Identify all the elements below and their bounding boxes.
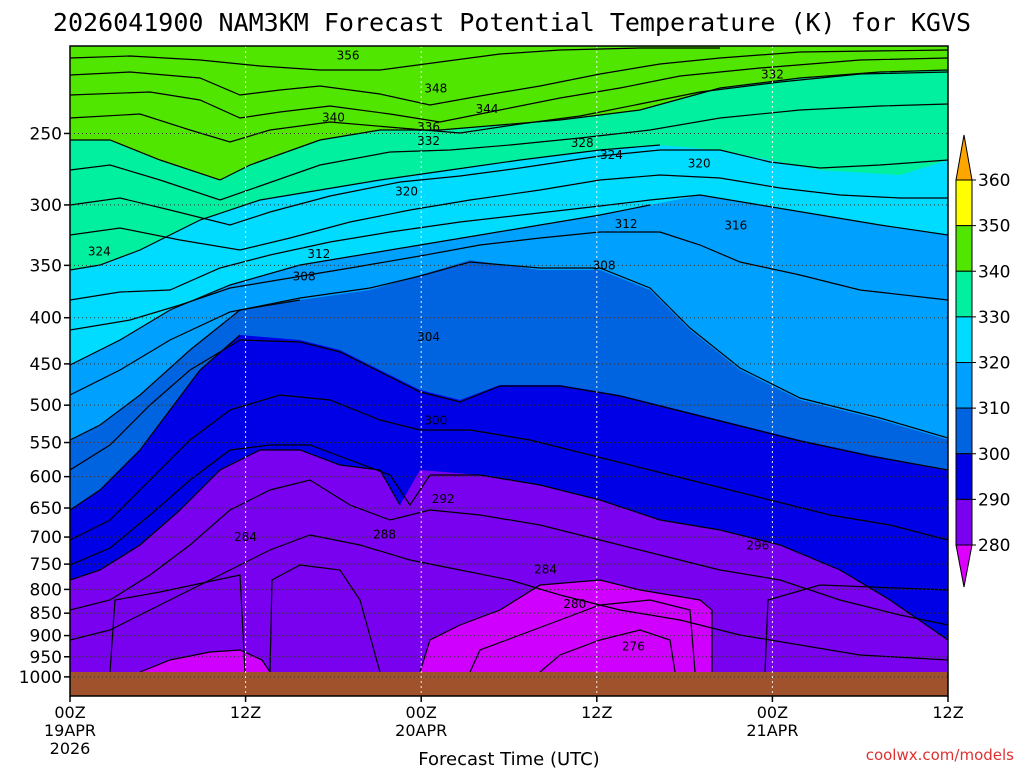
- contour-lines: [70, 47, 948, 673]
- colorbar-label: 350: [978, 217, 1010, 237]
- colorbar-segment: [955, 179, 973, 227]
- colorbar-bottom-arrow: [955, 544, 973, 588]
- colorbar-label: 320: [978, 354, 1010, 374]
- contour-label: 276: [622, 639, 645, 653]
- ground-surface: [70, 672, 948, 696]
- y-tick-label: 950: [30, 648, 62, 668]
- contour-label: 336: [417, 120, 440, 134]
- y-tick-label: 250: [30, 124, 62, 144]
- contour-label: 296: [746, 538, 769, 552]
- contour-label: 320: [688, 157, 711, 171]
- contour-label: 284: [234, 530, 257, 544]
- band-330: [70, 46, 948, 180]
- colorbar-label: 310: [978, 399, 1010, 419]
- x-tick-label: 12Z: [581, 703, 612, 722]
- band-300: [70, 195, 948, 440]
- contour-label: 312: [615, 217, 638, 231]
- contour-field: [70, 46, 948, 696]
- contour-label: 288: [373, 527, 396, 541]
- y-tick-label: 600: [30, 468, 62, 488]
- y-tick-label: 300: [30, 196, 62, 216]
- contour-label: 316: [724, 218, 747, 232]
- colorbar: 360 350 340 330 320 310 300 290 280: [955, 134, 1010, 588]
- y-tick-label: 800: [30, 580, 62, 600]
- x-tick-label: 12Z: [230, 703, 261, 722]
- contour-label: 308: [293, 269, 316, 283]
- colorbar-segment: [955, 362, 973, 409]
- y-tick-label: 1000: [19, 668, 62, 688]
- colorbar-label: 340: [978, 262, 1010, 282]
- contour-label: 356: [337, 49, 360, 63]
- x-tick-label: 00Z: [406, 703, 437, 722]
- contour-label: 324: [88, 245, 111, 259]
- contour-label: 332: [761, 67, 784, 81]
- colorbar-label: 330: [978, 308, 1010, 328]
- y-tick-label: 700: [30, 528, 62, 548]
- x-tick-label: 00Z: [757, 703, 788, 722]
- x-tick-date-label: 19APR: [44, 721, 96, 740]
- chart-title: 2026041900 NAM3KM Forecast Potential Tem…: [53, 8, 971, 37]
- contour-label: 344: [476, 102, 499, 116]
- contour-label: 348: [424, 82, 447, 96]
- x-tick-date-label: 21APR: [746, 721, 798, 740]
- plot-border: [69, 45, 949, 697]
- y-tick-label: 650: [30, 499, 62, 519]
- colorbar-segment: [955, 498, 973, 546]
- x-tick-label: 12Z: [932, 703, 963, 722]
- contour-label: 304: [417, 330, 440, 344]
- colorbar-segment: [955, 407, 973, 455]
- y-axis: 250 300 350 400 450 500 550 600 650 700 750 800 850 9…: [19, 124, 70, 688]
- contour-label: 280: [563, 597, 586, 611]
- y-tick-label: 500: [30, 396, 62, 416]
- band-magenta-center: [420, 580, 712, 672]
- contour-label: 312: [307, 247, 330, 261]
- y-tick-label: 550: [30, 434, 62, 454]
- contour-label: 324: [600, 148, 623, 162]
- y-tick-label: 750: [30, 555, 62, 575]
- x-axis-title: Forecast Time (UTC): [418, 749, 599, 768]
- colorbar-segment: [955, 316, 973, 363]
- y-tick-label: 400: [30, 309, 62, 329]
- colorbar-top-arrow: [955, 134, 973, 181]
- contour-label: 328: [571, 136, 594, 150]
- x-tick-label: 00Z: [54, 703, 85, 722]
- band-320: [70, 70, 948, 270]
- colorbar-segment: [955, 225, 973, 272]
- x-tick-date-label: 20APR: [395, 721, 447, 740]
- x-tick-year-label: 2026: [50, 739, 91, 758]
- contour-label: 300: [424, 414, 447, 428]
- y-tick-label: 350: [30, 256, 62, 276]
- colorbar-segment: [955, 270, 973, 318]
- band-magenta-left: [140, 650, 270, 672]
- y-tick-label: 850: [30, 604, 62, 624]
- y-tick-label: 900: [30, 627, 62, 647]
- contour-label: 332: [417, 134, 440, 148]
- colorbar-segment: [955, 453, 973, 500]
- watermark-link[interactable]: coolwx.com/models: [866, 746, 1014, 764]
- band-280: [70, 335, 948, 640]
- band-purple: [70, 450, 948, 696]
- contour-label: 320: [395, 185, 418, 199]
- contour-label: 340: [322, 110, 345, 124]
- contour-label: 284: [534, 562, 557, 576]
- colorbar-label: 300: [978, 445, 1010, 465]
- contour-label: 308: [593, 258, 616, 272]
- band-310: [70, 145, 948, 365]
- y-tick-label: 450: [30, 355, 62, 375]
- colorbar-label: 290: [978, 490, 1010, 510]
- contour-label: 292: [432, 492, 455, 506]
- colorbar-label: 280: [978, 536, 1010, 556]
- colorbar-label: 360: [978, 171, 1010, 191]
